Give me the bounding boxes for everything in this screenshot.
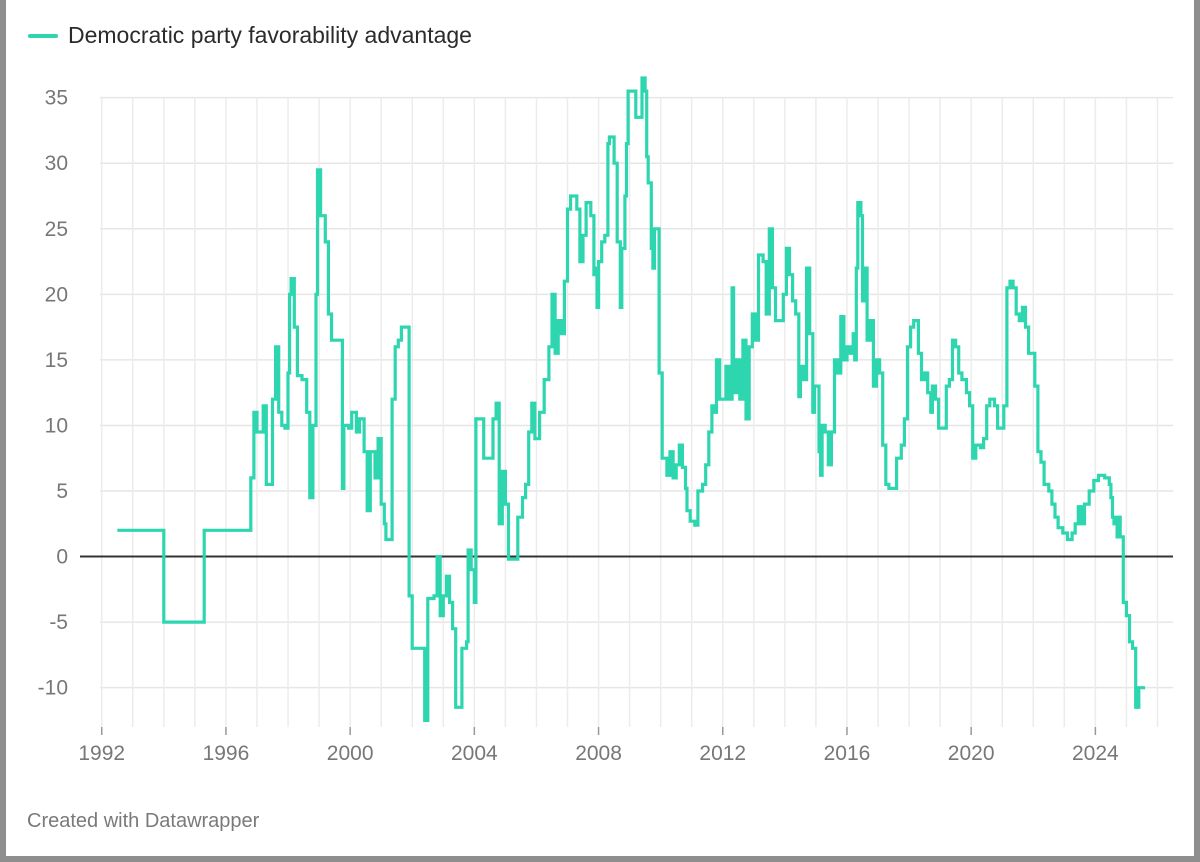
y-tick-label: 15 bbox=[45, 349, 68, 372]
y-tick-label: 0 bbox=[56, 546, 68, 569]
x-tick-label: 2016 bbox=[824, 742, 871, 765]
y-tick-label: 25 bbox=[45, 218, 68, 241]
datawrapper-credit: Created with Datawrapper bbox=[27, 810, 260, 832]
x-tick-label: 2004 bbox=[451, 742, 498, 765]
y-tick-label: 30 bbox=[45, 152, 68, 175]
x-tick-label: 1996 bbox=[203, 742, 250, 765]
x-tick-label: 2020 bbox=[948, 742, 995, 765]
x-tick-label: 1992 bbox=[78, 742, 125, 765]
x-tick-label: 2008 bbox=[575, 742, 622, 765]
legend-label: Democratic party favorability advantage bbox=[68, 22, 472, 48]
series-line-democratic-advantage bbox=[117, 76, 1146, 722]
y-tick-label: -10 bbox=[38, 677, 68, 700]
legend-swatch bbox=[28, 33, 58, 38]
x-tick-label: 2000 bbox=[327, 742, 374, 765]
y-tick-label: 10 bbox=[45, 414, 68, 437]
y-tick-label: -5 bbox=[49, 611, 68, 634]
y-tick-label: 35 bbox=[45, 87, 68, 110]
y-tick-label: 20 bbox=[45, 283, 68, 306]
legend: Democratic party favorability advantage bbox=[28, 22, 472, 49]
x-tick-label: 2012 bbox=[699, 742, 746, 765]
y-tick-label: 5 bbox=[56, 480, 68, 503]
x-tick-label: 2024 bbox=[1072, 742, 1119, 765]
